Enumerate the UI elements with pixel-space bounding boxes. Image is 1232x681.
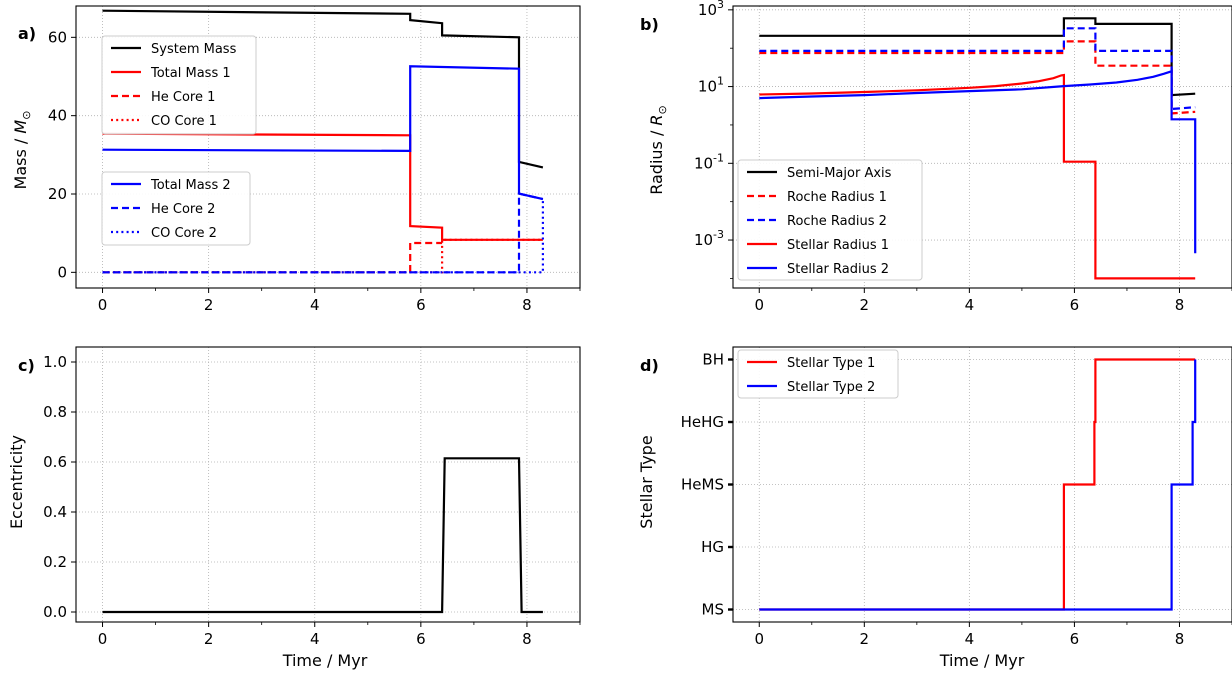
x-tick-label: 4 bbox=[310, 630, 320, 648]
y-axis-label: Eccentricity bbox=[7, 435, 26, 529]
x-tick-label: 4 bbox=[310, 296, 320, 314]
x-tick-label: 2 bbox=[204, 296, 214, 314]
series-line-b-1 bbox=[759, 40, 1196, 115]
x-tick-label: 6 bbox=[1070, 630, 1080, 648]
y-tick-label: 0.6 bbox=[43, 453, 67, 471]
legend-entry: Roche Radius 2 bbox=[787, 214, 887, 229]
panel-label: a) bbox=[18, 24, 36, 43]
legend-entry: Semi-Major Axis bbox=[787, 166, 892, 181]
series-line-a-5 bbox=[102, 192, 544, 274]
y-tick-label: 20 bbox=[48, 185, 67, 203]
y-axis-label: Stellar Type bbox=[637, 435, 656, 528]
axes-frame bbox=[75, 5, 581, 289]
series-line-c-0 bbox=[102, 457, 543, 614]
y-tick-label: 1.0 bbox=[43, 353, 67, 371]
x-tick-label: 0 bbox=[98, 630, 108, 648]
legend-entry: Total Mass 2 bbox=[150, 178, 231, 193]
panel-label: d) bbox=[640, 356, 659, 375]
y-tick-label: 10-3 bbox=[694, 228, 724, 249]
y-tick-label: MS bbox=[702, 601, 724, 619]
y-axis-label: Mass / M⊙ bbox=[11, 111, 33, 190]
legend-entry: CO Core 1 bbox=[151, 114, 217, 129]
y-tick-label: BH bbox=[702, 351, 724, 369]
x-tick-label: 2 bbox=[860, 296, 870, 314]
x-tick-label: 0 bbox=[754, 296, 764, 314]
legend: System Mass Total Mass 1 He Core 1 CO Core … bbox=[101, 35, 257, 135]
x-tick-label: 4 bbox=[965, 296, 975, 314]
y-tick-label: 0.4 bbox=[43, 503, 67, 521]
panel-label: b) bbox=[640, 15, 659, 34]
x-axis-label: Time / Myr bbox=[282, 651, 368, 670]
legend-entry: System Mass bbox=[151, 42, 237, 57]
legend-entry: He Core 2 bbox=[151, 202, 215, 217]
legend-entry: Total Mass 1 bbox=[150, 66, 231, 81]
series-line-a-6 bbox=[102, 199, 545, 274]
y-tick-label: 0 bbox=[57, 263, 67, 281]
y-tick-label: 103 bbox=[698, 0, 724, 19]
legend-entry: Stellar Type 2 bbox=[787, 380, 875, 395]
x-tick-label: 2 bbox=[204, 630, 214, 648]
legend-box bbox=[737, 159, 923, 281]
y-tick-label: 10-1 bbox=[694, 151, 724, 172]
x-tick-label: 8 bbox=[522, 296, 532, 314]
y-tick-label: 0.2 bbox=[43, 553, 67, 571]
series-line-b-4 bbox=[759, 69, 1197, 254]
legend-entry: Stellar Radius 2 bbox=[787, 262, 889, 277]
x-tick-label: 6 bbox=[416, 630, 426, 648]
y-tick-label: 40 bbox=[48, 107, 67, 125]
series-line-a-3 bbox=[102, 238, 543, 274]
x-tick-label: 4 bbox=[965, 630, 975, 648]
x-axis-label: Time / Myr bbox=[939, 651, 1025, 670]
legend: Total Mass 2 He Core 2 CO Core 2 bbox=[101, 171, 251, 246]
y-tick-label: 101 bbox=[698, 75, 724, 96]
y-tick-label: 0.8 bbox=[43, 403, 67, 421]
legend: Stellar Type 1 Stellar Type 2 bbox=[737, 349, 899, 399]
panel-label: c) bbox=[18, 356, 35, 375]
x-tick-label: 0 bbox=[754, 630, 764, 648]
x-tick-label: 2 bbox=[860, 630, 870, 648]
legend-entry: Roche Radius 1 bbox=[787, 190, 887, 205]
series-line-a-2 bbox=[102, 241, 443, 274]
panel-a: 0 2 4 6 8 0 20 40 60 Mass / M⊙ a) System Mass Total … bbox=[11, 5, 581, 314]
series-line-a-1 bbox=[102, 132, 543, 241]
series-line-d-1 bbox=[759, 359, 1197, 611]
y-tick-label: HeMS bbox=[681, 476, 724, 494]
axes-frame bbox=[732, 5, 1232, 289]
y-tick-label: 60 bbox=[48, 28, 67, 46]
legend-entry: Stellar Radius 1 bbox=[787, 238, 889, 253]
legend: Semi-Major Axis Roche Radius 1 Roche Radiu… bbox=[737, 159, 923, 281]
x-tick-label: 6 bbox=[416, 296, 426, 314]
legend-entry: Stellar Type 1 bbox=[787, 356, 875, 371]
series-line-b-2 bbox=[759, 27, 1196, 111]
panel-d: 0 2 4 6 8 MS HG HeMS HeHG BH Stellar Type Time / My… bbox=[637, 346, 1232, 670]
panel-b: 0 2 4 6 8 101 10-1 10-3 103 Radius / R⊙ b) Semi-Maj… bbox=[640, 0, 1232, 314]
series-line-b-0 bbox=[759, 17, 1196, 97]
legend-box bbox=[101, 171, 251, 246]
y-tick-label: 0.0 bbox=[43, 603, 67, 621]
x-tick-label: 8 bbox=[522, 630, 532, 648]
legend-entry: CO Core 2 bbox=[151, 226, 217, 241]
legend-entry: He Core 1 bbox=[151, 90, 215, 105]
x-tick-label: 8 bbox=[1175, 630, 1185, 648]
legend-box bbox=[737, 349, 899, 399]
x-tick-label: 0 bbox=[98, 296, 108, 314]
series-line-b-3 bbox=[759, 73, 1196, 280]
y-tick-label: HeHG bbox=[681, 413, 724, 431]
panel-c: 0 2 4 6 8 0.0 0.2 0.4 0.6 0.8 1.0 Eccentricity Time … bbox=[7, 346, 581, 670]
y-tick-label: HG bbox=[701, 538, 724, 556]
x-tick-label: 8 bbox=[1175, 296, 1185, 314]
y-axis-label: Radius / R⊙ bbox=[647, 105, 669, 195]
x-tick-label: 6 bbox=[1070, 296, 1080, 314]
series-line-d-0 bbox=[759, 358, 1196, 611]
legend-box bbox=[101, 35, 257, 135]
axes-frame bbox=[75, 346, 581, 623]
